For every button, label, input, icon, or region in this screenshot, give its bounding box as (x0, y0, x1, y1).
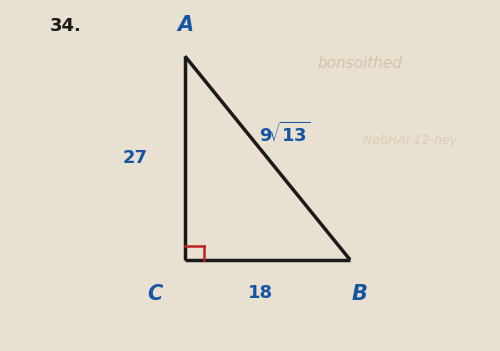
Text: 18: 18 (248, 284, 272, 302)
Text: B: B (352, 284, 368, 304)
Text: bonsoithed: bonsoithed (318, 56, 402, 71)
Text: A: A (177, 15, 193, 35)
Text: 34.: 34. (50, 17, 82, 35)
Text: 27: 27 (122, 149, 148, 167)
Text: $\mathbf{9\!\sqrt{13}}$: $\mathbf{9\!\sqrt{13}}$ (259, 121, 311, 145)
Text: NebHAI 12-hey: NebHAI 12-hey (363, 134, 457, 147)
Text: C: C (148, 284, 162, 304)
